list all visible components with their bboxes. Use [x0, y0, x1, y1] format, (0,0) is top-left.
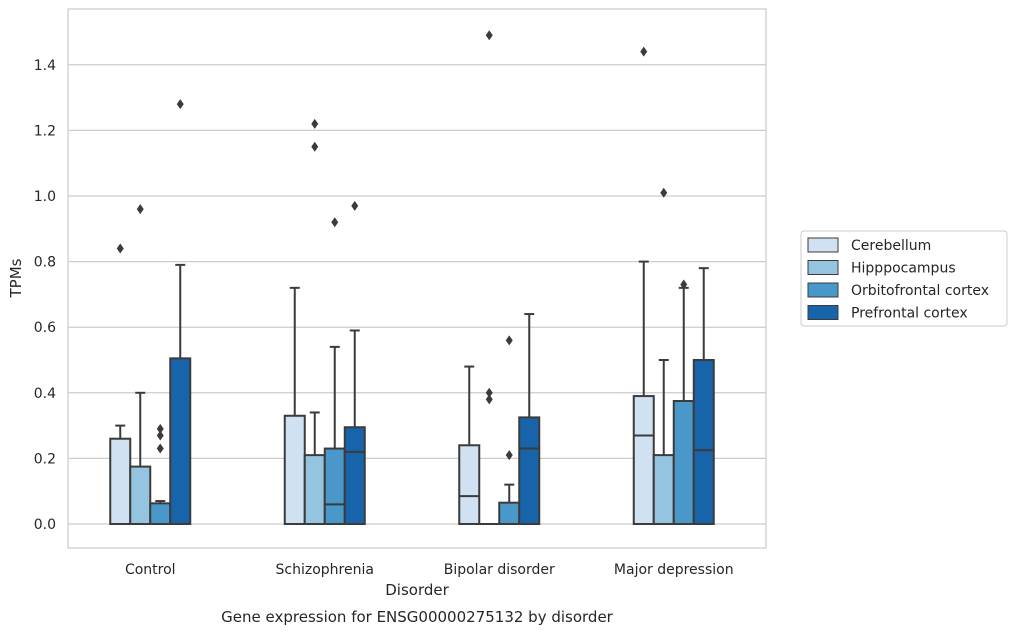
box — [129, 465, 152, 526]
chart-caption: Gene expression for ENSG00000275132 by d… — [221, 608, 614, 626]
box — [652, 454, 675, 525]
legend-swatch — [807, 282, 839, 298]
legend-swatch — [807, 260, 839, 275]
box-orbitofrontal-cortex — [672, 279, 695, 525]
legend-label: Hipppocampus — [851, 261, 956, 277]
outlier-point — [136, 204, 144, 215]
legend-frame — [800, 230, 1008, 327]
box-hipppocampus — [303, 118, 326, 525]
box-cerebellum — [458, 365, 481, 525]
box-hipppocampus — [129, 204, 152, 526]
y-tick-label: 1.4 — [34, 58, 56, 74]
outlier-point — [505, 450, 513, 461]
box-prefrontal-cortex — [518, 313, 541, 525]
y-tick-label: 0.2 — [34, 451, 56, 467]
box — [149, 502, 172, 525]
x-axis-ticks: Control Schizophrenia Bipolar disorder Majo… — [125, 562, 734, 578]
outlier-point — [116, 243, 124, 254]
y-tick-label: 0.8 — [34, 255, 56, 271]
outlier-point — [311, 141, 319, 152]
y-axis-ticks: 0.0 0.2 0.4 0.6 0.8 1.0 1.2 1.4 — [34, 58, 56, 533]
box — [303, 454, 326, 525]
box — [169, 357, 192, 525]
outlier-point — [311, 118, 319, 129]
box — [323, 447, 346, 525]
outlier-point — [351, 200, 359, 211]
x-tick-label: Bipolar disorder — [444, 562, 555, 578]
plot-frame — [67, 8, 767, 549]
outlier-point — [485, 30, 493, 41]
legend-swatch — [807, 305, 839, 320]
outlier-point — [485, 387, 493, 398]
y-tick-label: 0.0 — [34, 517, 56, 533]
x-tick-label: Major depression — [614, 562, 734, 578]
box — [343, 426, 366, 525]
box — [498, 501, 521, 525]
outlier-point — [331, 217, 339, 228]
y-tick-label: 0.6 — [34, 320, 56, 336]
box — [518, 416, 541, 525]
legend-label: Cerebellum — [851, 238, 931, 254]
y-tick-label: 0.4 — [34, 386, 56, 402]
box — [692, 359, 715, 525]
box-orbitofrontal-cortex — [323, 217, 346, 525]
box-prefrontal-cortex — [169, 99, 192, 525]
outlier-point — [156, 443, 164, 454]
y-axis-label: TPMs — [7, 258, 25, 298]
box-prefrontal-cortex — [343, 200, 366, 525]
legend-label: Orbitofrontal cortex — [851, 283, 989, 299]
box — [283, 414, 306, 526]
box-cerebellum — [283, 286, 306, 526]
outlier-point — [156, 423, 164, 434]
legend: Cerebellum Hipppocampus Orbitofrontal cort… — [800, 230, 1008, 327]
y-tick-label: 1.0 — [34, 189, 56, 205]
box — [632, 395, 655, 525]
x-axis-label: Disorder — [385, 581, 449, 599]
box-hipppocampus — [478, 30, 501, 526]
legend-label: Prefrontal cortex — [851, 306, 968, 322]
box — [672, 400, 695, 525]
x-tick-label: Schizophrenia — [276, 562, 374, 578]
outlier-point — [660, 187, 668, 198]
y-tick-label: 1.2 — [34, 123, 56, 139]
box-orbitofrontal-cortex — [149, 423, 172, 525]
outlier-point — [640, 46, 648, 57]
box-cerebellum — [632, 46, 655, 525]
x-tick-label: Control — [125, 562, 176, 578]
outlier-point — [176, 99, 184, 110]
box-prefrontal-cortex — [692, 267, 715, 525]
box-orbitofrontal-cortex — [498, 335, 521, 525]
outlier-point — [485, 394, 493, 405]
legend-swatch — [807, 237, 839, 253]
outlier-point — [680, 279, 688, 290]
box — [109, 437, 132, 525]
outlier-point — [505, 335, 513, 346]
box-hipppocampus — [652, 187, 675, 525]
box — [458, 444, 481, 525]
box-cerebellum — [109, 243, 132, 525]
plot-area — [109, 30, 715, 526]
outlier-point — [156, 430, 164, 441]
